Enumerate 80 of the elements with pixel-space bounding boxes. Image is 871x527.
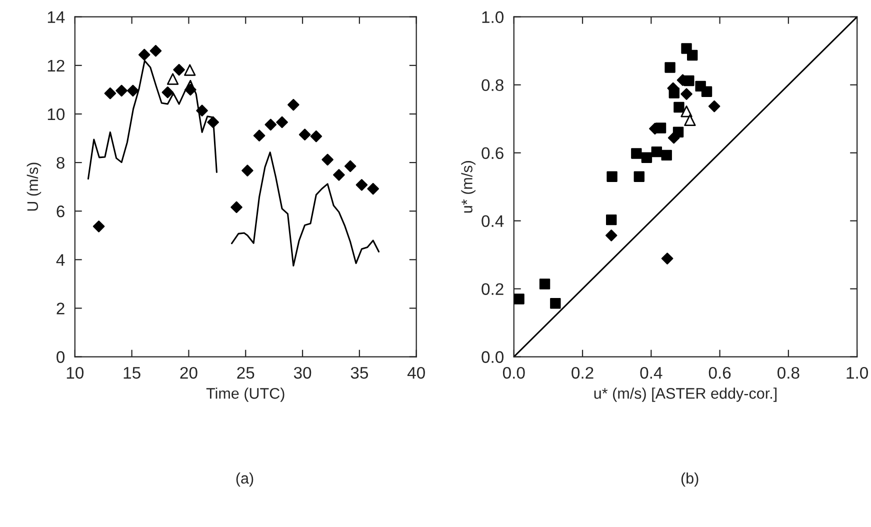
point <box>276 116 288 128</box>
point <box>322 154 334 166</box>
point <box>207 116 219 128</box>
point <box>550 298 561 309</box>
y-tick-label: 14 <box>48 11 65 23</box>
x-tick-label: 1.0 <box>846 366 868 379</box>
y-tick-label: 0.4 <box>482 215 504 228</box>
point <box>651 146 662 158</box>
point <box>686 50 698 61</box>
y-tick-label: 4 <box>56 254 65 266</box>
point <box>605 230 618 242</box>
point <box>367 182 379 195</box>
point <box>333 169 345 181</box>
text: (b) <box>681 472 698 487</box>
point <box>242 164 254 176</box>
point <box>253 130 266 142</box>
point <box>661 252 674 264</box>
point <box>674 102 684 113</box>
point <box>184 84 196 96</box>
x-tick-label: 0.6 <box>708 366 731 379</box>
point <box>631 148 642 159</box>
text: (a) <box>236 472 254 487</box>
y-tick-label: 10 <box>48 108 65 120</box>
point <box>664 62 676 73</box>
point <box>104 87 116 100</box>
point <box>684 114 696 126</box>
y-axis-title: U (m/s) <box>26 162 42 211</box>
point <box>184 64 196 76</box>
point <box>634 171 644 182</box>
x-tick-label: 10 <box>66 366 84 379</box>
point <box>166 73 179 85</box>
y-tick-label: 0 <box>56 351 65 363</box>
point <box>230 201 242 214</box>
point <box>701 86 712 97</box>
y-tick-label: 0.8 <box>482 79 504 92</box>
y-tick-label: 6 <box>56 206 64 218</box>
point <box>356 178 368 191</box>
x-tick-label: 0.8 <box>777 366 800 379</box>
point <box>298 128 311 141</box>
x-tick-label: 35 <box>350 366 368 379</box>
x-tick-label: 0.4 <box>640 366 662 379</box>
y-tick-label: 2 <box>56 302 64 314</box>
point <box>680 88 692 100</box>
y-tick-label: 0.6 <box>482 147 504 160</box>
point <box>514 294 524 304</box>
point <box>680 106 692 118</box>
point <box>138 48 150 61</box>
y-tick-label: 0.0 <box>482 351 504 363</box>
point <box>127 84 139 97</box>
x-tick-label: 0.0 <box>502 366 525 379</box>
point <box>310 130 322 142</box>
x-tick-label: 30 <box>294 366 312 379</box>
x-axis-title: u* (m/s) [ASTER eddy-cor.] <box>594 388 777 402</box>
y-tick-label: 12 <box>48 60 64 72</box>
point <box>288 98 300 111</box>
point <box>150 44 162 57</box>
point <box>606 171 618 182</box>
point <box>264 118 277 131</box>
x-tick-label: 20 <box>180 366 198 379</box>
x-tick-label: 25 <box>237 366 254 379</box>
point <box>539 278 550 290</box>
point <box>116 84 128 97</box>
x-axis-title: Time (UTC) <box>206 388 284 402</box>
x-tick-label: 0.2 <box>572 366 594 379</box>
point <box>641 152 652 163</box>
point <box>196 104 208 116</box>
point <box>162 86 174 98</box>
x-tick-label: 15 <box>124 367 140 379</box>
y-tick-label: 8 <box>56 156 64 169</box>
y-axis-title: u* (m/s) <box>461 161 476 213</box>
point <box>173 64 185 76</box>
y-tick-label: 0.2 <box>482 283 504 295</box>
point <box>606 214 617 226</box>
point <box>668 132 680 144</box>
point <box>92 220 105 232</box>
x-tick-label: 40 <box>407 366 425 379</box>
point <box>344 160 356 172</box>
y-tick-label: 1.0 <box>482 11 504 24</box>
point <box>708 100 720 112</box>
point <box>661 150 672 161</box>
